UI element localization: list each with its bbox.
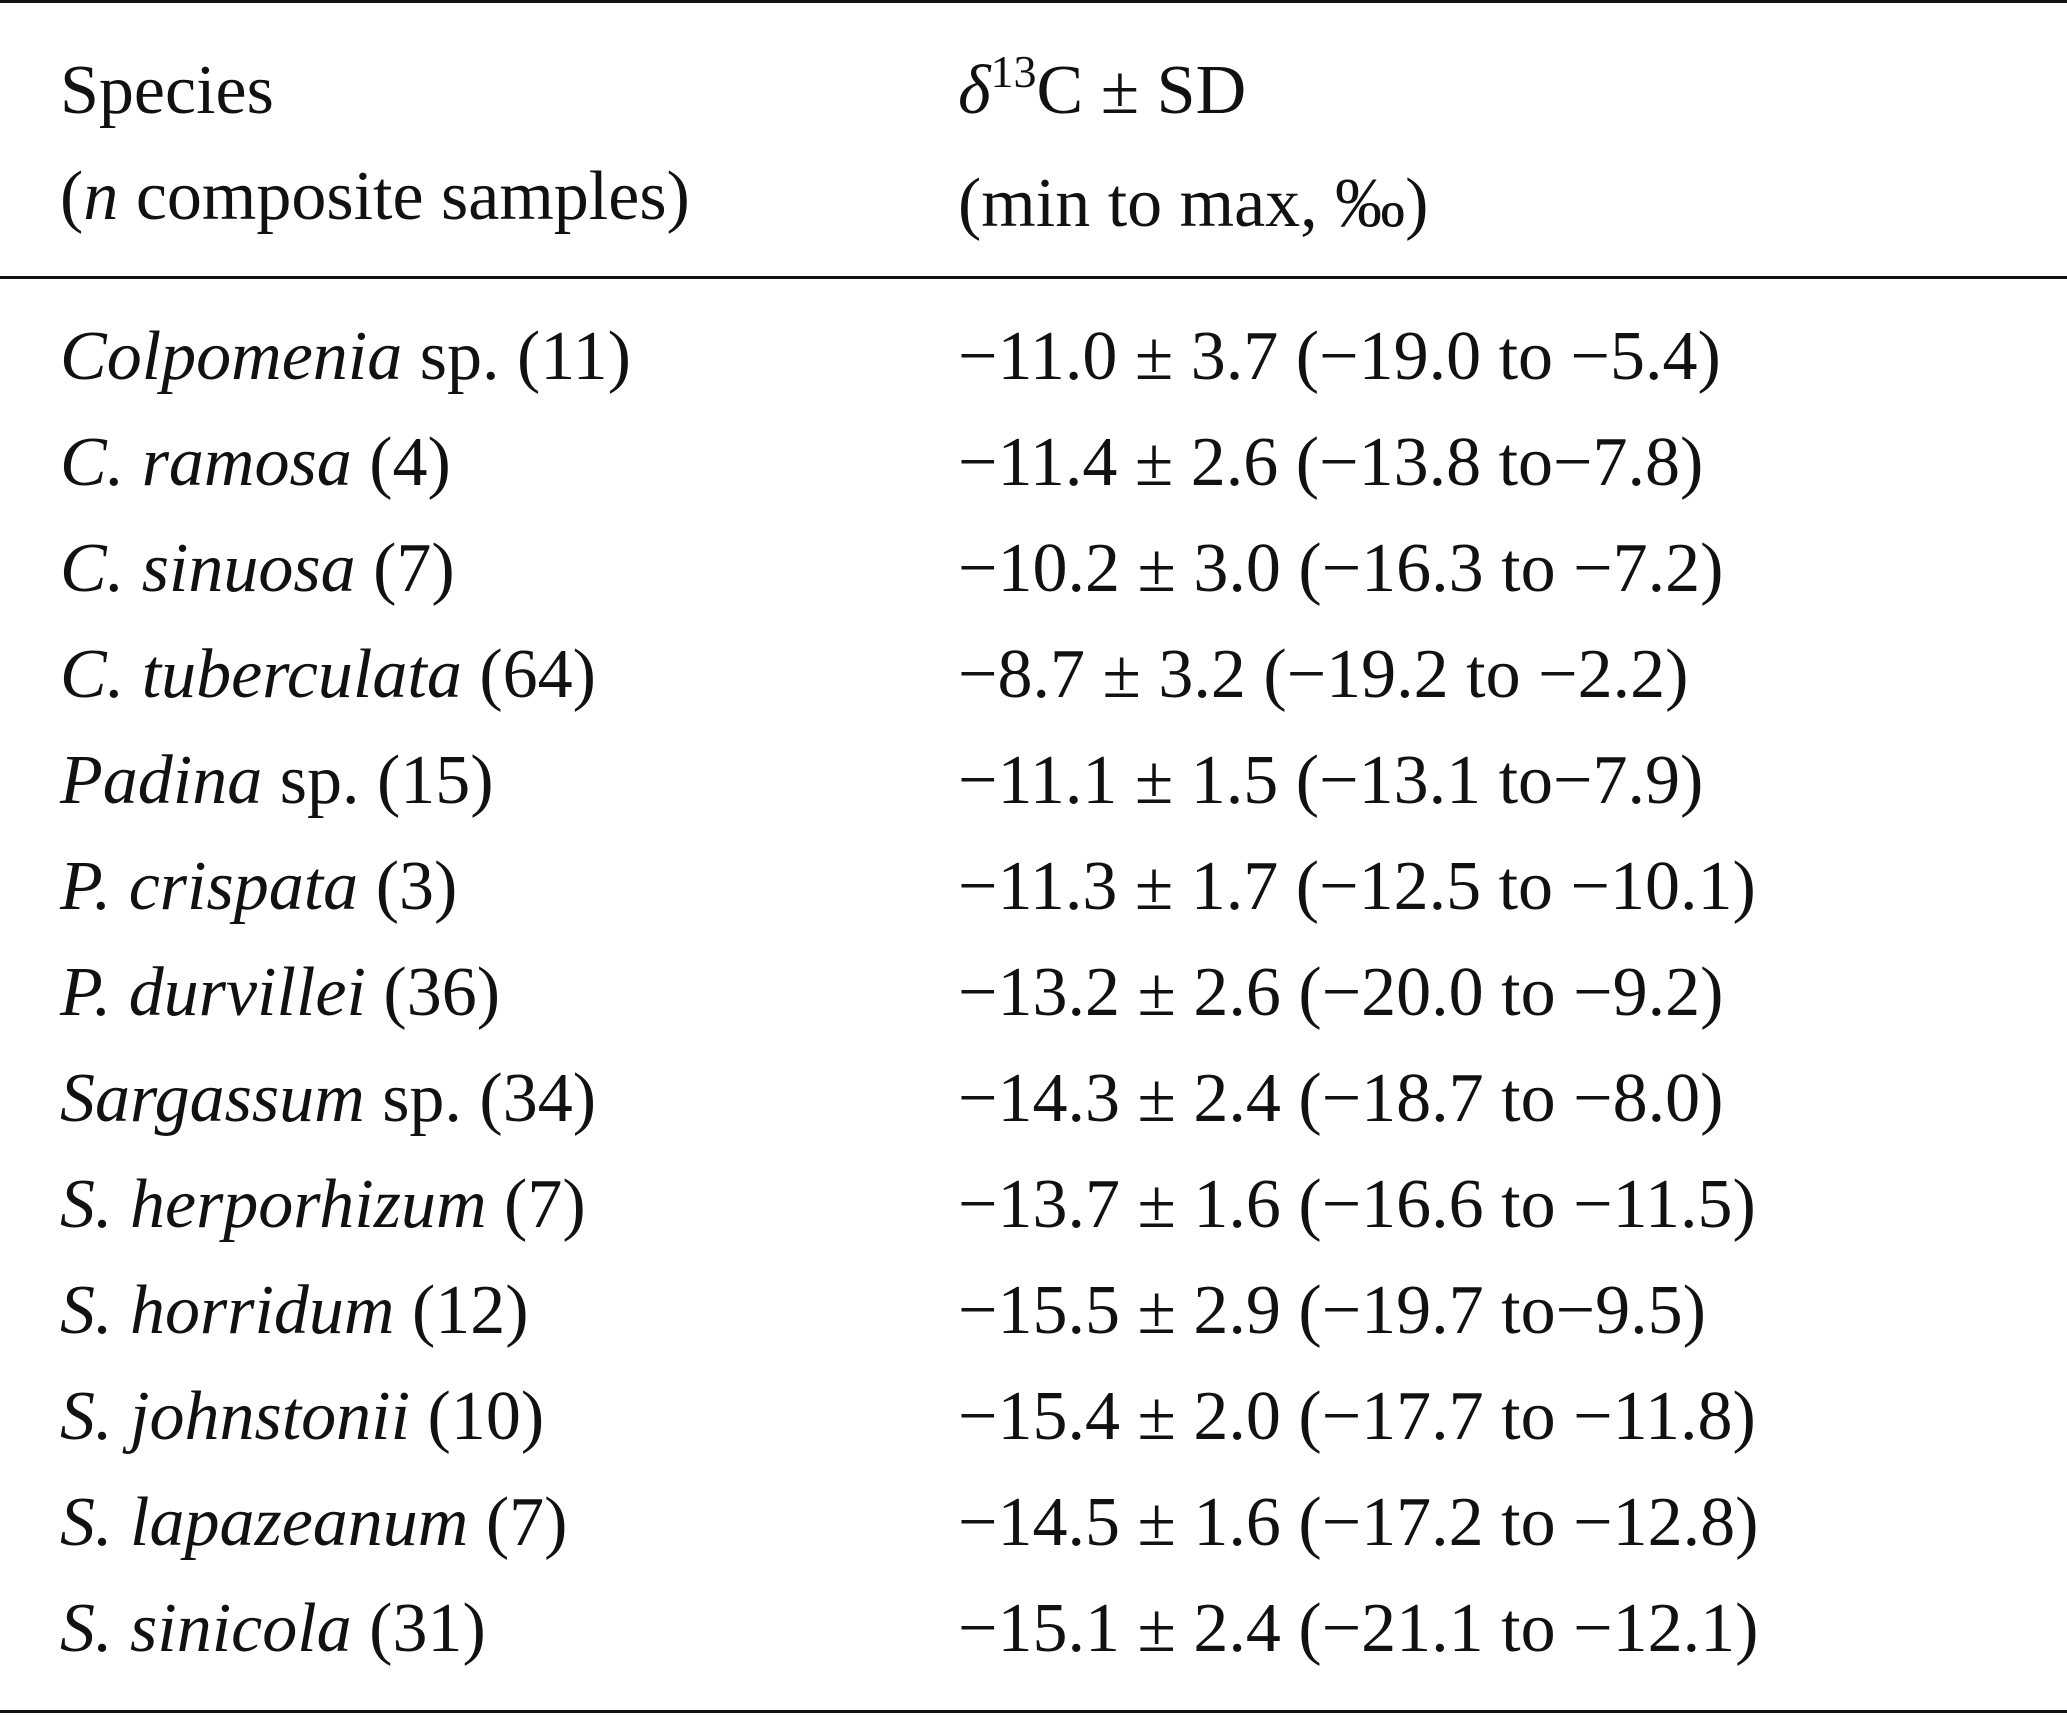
- delta-value-cell: −15.4 ± 2.0 (−17.7 to −11.8): [958, 1378, 1756, 1455]
- species-cell: S. sinicola (31): [60, 1576, 486, 1682]
- species-count: (7): [486, 1166, 586, 1243]
- table-row: Padina sp. (15) −11.1 ± 1.5 (−13.1 to−7.…: [0, 728, 2067, 834]
- species-header-line2: (n composite samples): [60, 144, 690, 250]
- species-cell: C. tuberculata (64): [60, 622, 596, 728]
- species-name: C. sinuosa: [60, 530, 356, 607]
- delta-value-cell: −8.7 ± 3.2 (−19.2 to −2.2): [958, 636, 1689, 713]
- table-row: P. crispata (3) −11.3 ± 1.7 (−12.5 to −1…: [0, 834, 2067, 940]
- species-name: Colpomenia: [60, 318, 403, 395]
- delta-superscript: 13: [990, 46, 1037, 97]
- delta-column-header: δ13C ± SD (min to max, ‰): [958, 38, 1428, 257]
- species-count: (7): [355, 530, 455, 607]
- species-cell: C. ramosa (4): [60, 410, 451, 516]
- table-row: C. tuberculata (64) −8.7 ± 3.2 (−19.2 to…: [0, 622, 2067, 728]
- species-count: (7): [468, 1484, 568, 1561]
- species-cell: P. crispata (3): [60, 834, 457, 940]
- species-cell: S. horridum (12): [60, 1258, 529, 1364]
- species-count: (64): [461, 636, 596, 713]
- species-header-rest: composite samples): [118, 158, 690, 235]
- table-body: Colpomenia sp. (11) −11.0 ± 3.7 (−19.0 t…: [0, 304, 2067, 1682]
- species-name: S. herporhizum: [60, 1166, 487, 1243]
- table-row: S. horridum (12) −15.5 ± 2.9 (−19.7 to−9…: [0, 1258, 2067, 1364]
- table-row: C. sinuosa (7) −10.2 ± 3.0 (−16.3 to −7.…: [0, 516, 2067, 622]
- species-header-line1: Species: [60, 52, 274, 129]
- table-top-rule: [0, 0, 2067, 3]
- table-row: P. durvillei (36) −13.2 ± 2.6 (−20.0 to …: [0, 940, 2067, 1046]
- species-column-header: Species (n composite samples): [60, 38, 690, 250]
- species-header-n: n: [83, 158, 119, 235]
- species-name: S. sinicola: [60, 1590, 352, 1667]
- species-count: (4): [351, 424, 451, 501]
- table-row: S. herporhizum (7) −13.7 ± 1.6 (−16.6 to…: [0, 1152, 2067, 1258]
- delta-symbol: δ: [958, 52, 991, 129]
- delta-value-cell: −14.3 ± 2.4 (−18.7 to −8.0): [958, 1060, 1724, 1137]
- delta-value-cell: −14.5 ± 1.6 (−17.2 to −12.8): [958, 1484, 1759, 1561]
- species-count: sp. (15): [262, 742, 494, 819]
- delta-header-rest: C ± SD: [1036, 52, 1247, 129]
- table-row: S. lapazeanum (7) −14.5 ± 1.6 (−17.2 to …: [0, 1470, 2067, 1576]
- table-row: Colpomenia sp. (11) −11.0 ± 3.7 (−19.0 t…: [0, 304, 2067, 410]
- species-cell: Padina sp. (15): [60, 728, 494, 834]
- delta-value-cell: −13.7 ± 1.6 (−16.6 to −11.5): [958, 1166, 1756, 1243]
- species-header-open-paren: (: [60, 158, 84, 235]
- species-name: S. horridum: [60, 1272, 395, 1349]
- delta-value-cell: −11.4 ± 2.6 (−13.8 to−7.8): [958, 424, 1704, 501]
- species-count: (31): [351, 1590, 486, 1667]
- table-row: Sargassum sp. (34) −14.3 ± 2.4 (−18.7 to…: [0, 1046, 2067, 1152]
- species-name: C. ramosa: [60, 424, 352, 501]
- delta-header-line2: (min to max, ‰): [958, 165, 1429, 242]
- table-bottom-rule: [0, 1710, 2067, 1713]
- species-cell: Colpomenia sp. (11): [60, 304, 631, 410]
- species-cell: Sargassum sp. (34): [60, 1046, 596, 1152]
- delta-value-cell: −15.1 ± 2.4 (−21.1 to −12.1): [958, 1590, 1759, 1667]
- species-name: Padina: [60, 742, 263, 819]
- delta-value-cell: −11.0 ± 3.7 (−19.0 to −5.4): [958, 318, 1721, 395]
- delta-value-cell: −11.1 ± 1.5 (−13.1 to−7.9): [958, 742, 1704, 819]
- delta-value-cell: −15.5 ± 2.9 (−19.7 to−9.5): [958, 1272, 1706, 1349]
- species-name: C. tuberculata: [60, 636, 462, 713]
- species-name: Sargassum: [60, 1060, 365, 1137]
- table-row: S. johnstonii (10) −15.4 ± 2.0 (−17.7 to…: [0, 1364, 2067, 1470]
- species-cell: S. johnstonii (10): [60, 1364, 544, 1470]
- species-count: sp. (34): [364, 1060, 597, 1137]
- species-count: (36): [365, 954, 501, 1031]
- species-count: (3): [358, 848, 458, 925]
- species-cell: S. herporhizum (7): [60, 1152, 586, 1258]
- species-cell: P. durvillei (36): [60, 940, 500, 1046]
- species-cell: C. sinuosa (7): [60, 516, 455, 622]
- species-cell: S. lapazeanum (7): [60, 1470, 567, 1576]
- delta-value-cell: −10.2 ± 3.0 (−16.3 to −7.2): [958, 530, 1724, 607]
- species-name: S. johnstonii: [60, 1378, 411, 1455]
- species-count: (12): [394, 1272, 529, 1349]
- species-name: P. crispata: [60, 848, 359, 925]
- species-count: (10): [410, 1378, 545, 1455]
- delta-header-line1: δ13C ± SD: [958, 38, 1428, 151]
- delta-value-cell: −11.3 ± 1.7 (−12.5 to −10.1): [958, 848, 1756, 925]
- species-count: sp. (11): [402, 318, 631, 395]
- table-header-rule: [0, 276, 2067, 279]
- delta-value-cell: −13.2 ± 2.6 (−20.0 to −9.2): [958, 954, 1724, 1031]
- species-name: P. durvillei: [60, 954, 366, 1031]
- table-row: S. sinicola (31) −15.1 ± 2.4 (−21.1 to −…: [0, 1576, 2067, 1682]
- table-row: C. ramosa (4) −11.4 ± 2.6 (−13.8 to−7.8): [0, 410, 2067, 516]
- species-name: S. lapazeanum: [60, 1484, 469, 1561]
